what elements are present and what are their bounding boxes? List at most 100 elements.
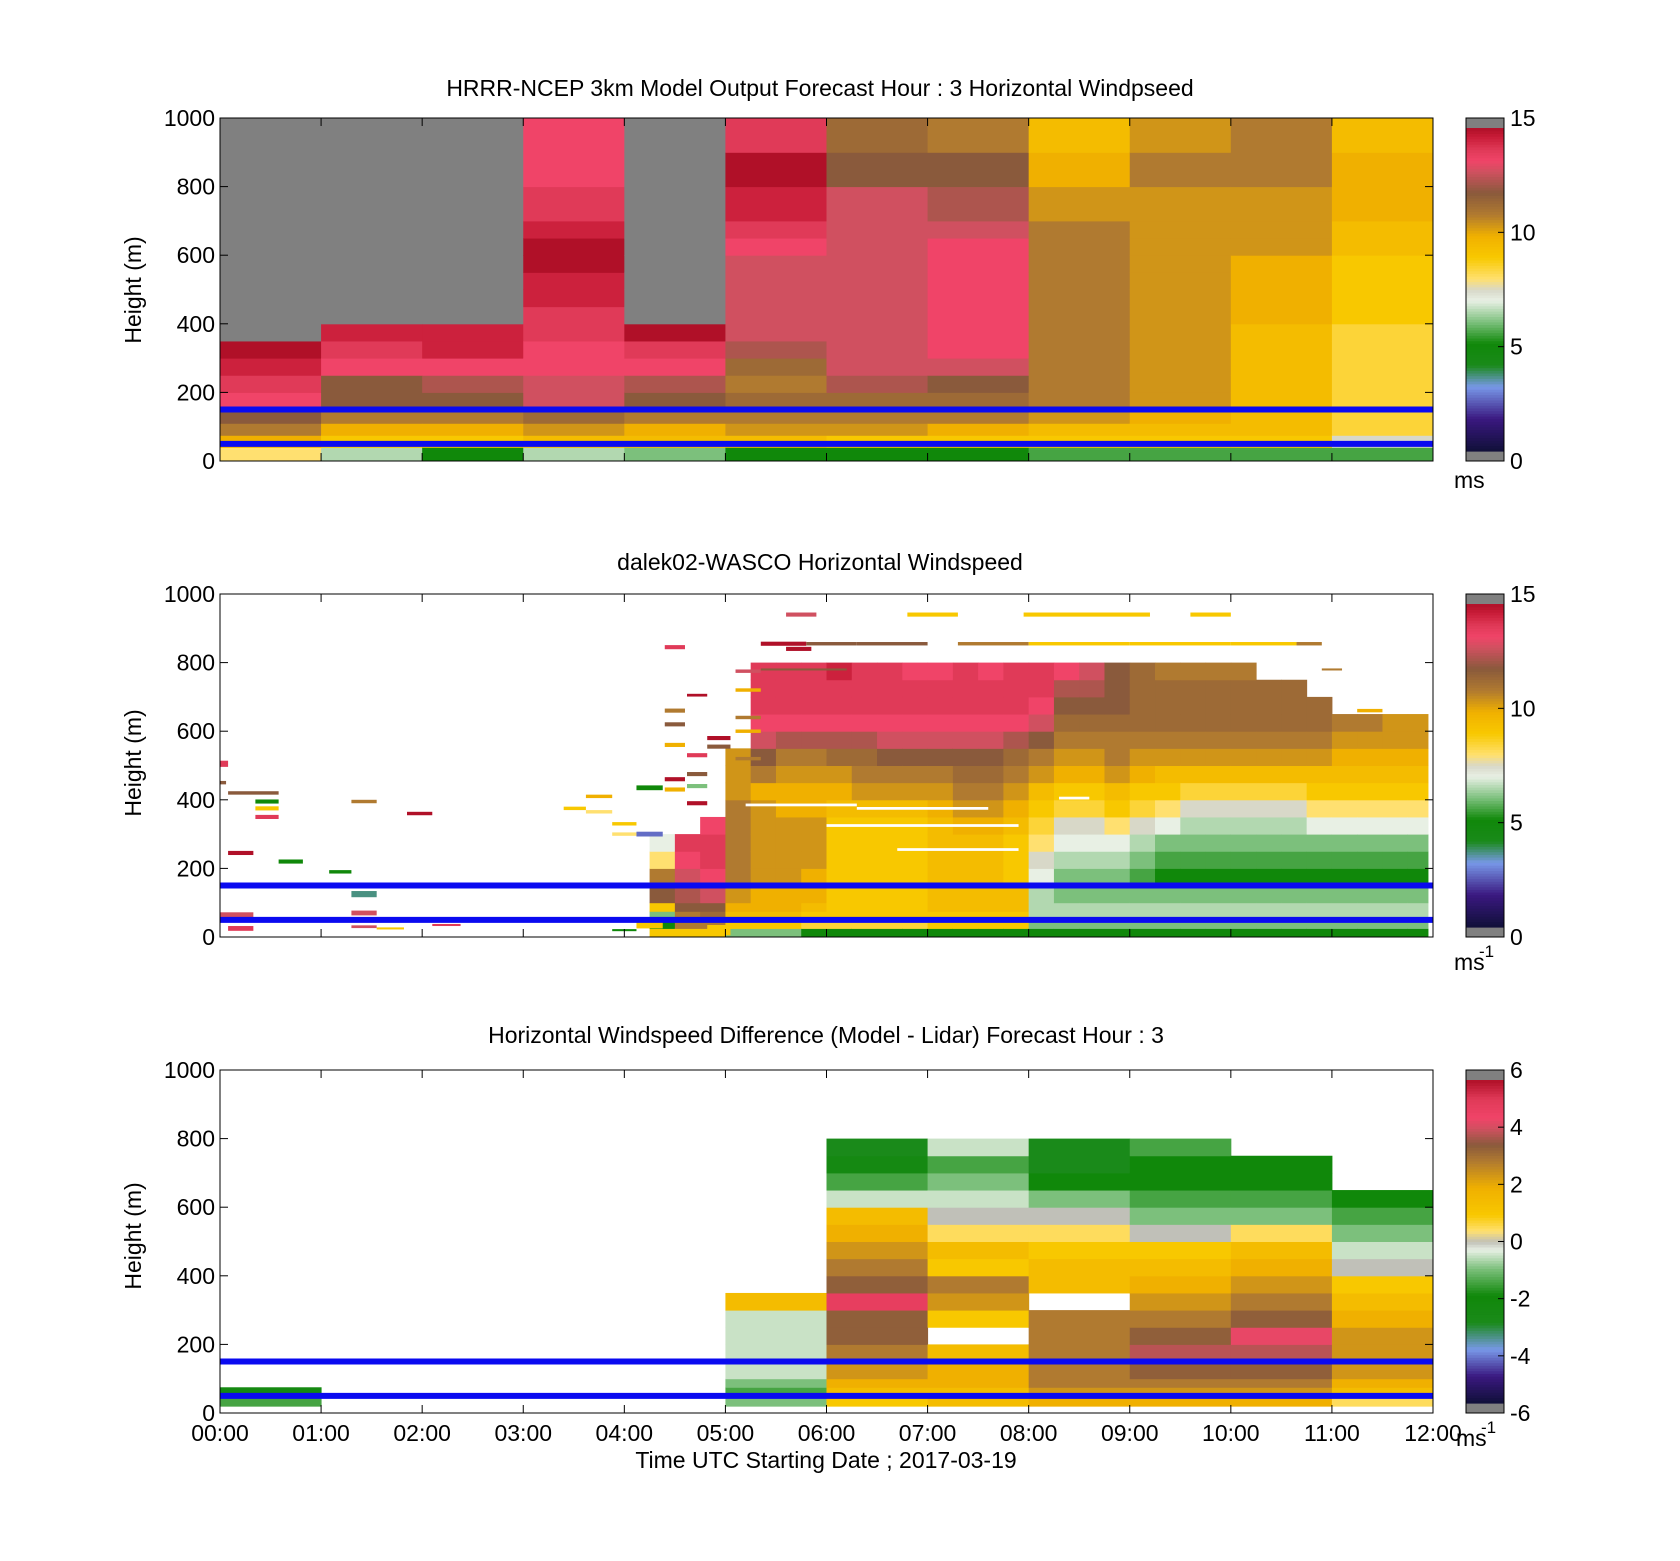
heatmap-cell xyxy=(1079,748,1105,766)
heatmap-cell xyxy=(750,885,777,904)
heatmap-cell xyxy=(1079,696,1105,715)
colorbar-swatch xyxy=(1466,1179,1504,1183)
heatmap-cell xyxy=(1155,919,1181,929)
heatmap-cell xyxy=(927,885,954,904)
heatmap-segment xyxy=(735,756,761,761)
heatmap-segment xyxy=(1023,612,1150,617)
heatmap-cell xyxy=(321,272,423,290)
colorbar-swatch xyxy=(1466,273,1504,277)
heatmap-cell xyxy=(1205,696,1232,715)
y-tick-label: 1000 xyxy=(164,1057,215,1083)
heatmap-cell xyxy=(1053,714,1080,732)
heatmap-cell xyxy=(220,1387,322,1397)
heatmap-cell xyxy=(725,1344,827,1363)
heatmap-cell xyxy=(851,748,878,766)
heatmap-cell xyxy=(725,447,827,461)
colorbar-swatch xyxy=(1466,1184,1504,1189)
colorbar-swatch xyxy=(1466,1346,1504,1350)
colorbar-swatch xyxy=(1466,875,1504,880)
colorbar-swatch xyxy=(1466,1400,1504,1404)
heatmap-cell xyxy=(1028,1172,1131,1191)
heatmap-cell xyxy=(1281,714,1308,732)
heatmap-cell xyxy=(877,928,903,937)
heatmap-cell xyxy=(1028,1138,1131,1157)
colorbar-swatch xyxy=(1466,1219,1504,1224)
heatmap-cell xyxy=(1357,714,1383,732)
heatmap-cell xyxy=(1129,1172,1232,1191)
heatmap-cell xyxy=(826,392,929,411)
heatmap-cell xyxy=(927,289,1030,308)
heatmap-cell xyxy=(1331,765,1358,784)
heatmap-cell xyxy=(1407,928,1429,937)
colorbar-swatch xyxy=(1466,655,1504,659)
heatmap-cell xyxy=(1155,868,1181,887)
colorbar-swatch xyxy=(1466,246,1504,250)
colorbar-swatch xyxy=(1466,787,1504,791)
heatmap-cell xyxy=(1028,1378,1131,1388)
colorbar-swatch xyxy=(1466,144,1504,148)
heatmap-cell xyxy=(775,834,802,852)
colorbar-swatch xyxy=(1466,644,1504,648)
heatmap-cell xyxy=(1331,851,1358,869)
heatmap-cell xyxy=(220,220,322,239)
colorbar-swatch xyxy=(1466,827,1504,831)
heatmap-cell xyxy=(1155,748,1181,766)
colorbar-swatch xyxy=(1466,1166,1504,1170)
heatmap-cell xyxy=(1230,765,1257,784)
heatmap-cell xyxy=(927,696,954,715)
heatmap-segment xyxy=(1296,642,1322,646)
heatmap-cell xyxy=(1180,679,1207,698)
colorbar-swatch xyxy=(1466,399,1504,404)
colorbar-swatch xyxy=(1466,647,1504,651)
heatmap-cell xyxy=(851,731,878,749)
heatmap-cell xyxy=(750,919,777,929)
colorbar-swatch xyxy=(1466,378,1504,382)
heatmap-cell xyxy=(1281,679,1308,698)
heatmap-cell xyxy=(1079,868,1105,887)
heatmap-cell xyxy=(1331,375,1433,393)
heatmap-cell xyxy=(775,765,802,784)
heatmap-cell xyxy=(1003,679,1030,698)
heatmap-segment xyxy=(1331,715,1358,720)
colorbar-swatch xyxy=(1466,1263,1504,1267)
heatmap-cell xyxy=(1331,447,1433,461)
heatmap-segment xyxy=(1190,612,1231,617)
heatmap-cell xyxy=(624,358,726,376)
colorbar: -6 -4 -2 0 2 4 6 xyxy=(1465,1057,1531,1426)
colorbar-swatch xyxy=(1466,133,1504,137)
colorbar-swatch xyxy=(1466,808,1504,812)
heatmap-cell xyxy=(1129,186,1232,222)
heatmap-cell xyxy=(1129,868,1156,887)
heatmap-cell xyxy=(220,152,322,188)
heatmap-segment xyxy=(735,729,761,733)
heatmap-cell xyxy=(1331,186,1433,222)
heatmap-cell xyxy=(927,186,1030,222)
heatmap-cell xyxy=(1331,919,1358,929)
colorbar-swatch xyxy=(1466,211,1504,215)
heatmap-cell xyxy=(1205,834,1232,852)
colorbar-swatch xyxy=(1466,192,1504,196)
colorbar-swatch xyxy=(1466,1300,1504,1305)
colorbar-swatch xyxy=(1466,838,1504,842)
heatmap-cell xyxy=(775,919,802,929)
heatmap-cell xyxy=(1230,1241,1333,1260)
heatmap-cell xyxy=(1407,765,1429,784)
heatmap-cell xyxy=(826,1207,929,1225)
heatmap-cell xyxy=(1155,799,1181,818)
heatmap-cell xyxy=(1331,289,1433,308)
heatmap-cell xyxy=(1028,1310,1131,1328)
heatmap-cell xyxy=(1155,782,1181,801)
colorbar-swatch xyxy=(1466,862,1504,866)
colorbar-swatch xyxy=(1466,1093,1504,1097)
heatmap-cell xyxy=(1155,885,1181,904)
colorbar-swatch xyxy=(1466,692,1504,697)
heatmap-cell xyxy=(1104,696,1131,715)
colorbar-swatch xyxy=(1466,1139,1504,1143)
heatmap-cell xyxy=(851,902,878,912)
colorbar-swatch xyxy=(1466,200,1504,204)
heatmap-cell xyxy=(1180,851,1207,869)
colorbar-swatch xyxy=(1466,665,1504,670)
heatmap-cell xyxy=(1129,1241,1232,1260)
heatmap-cell xyxy=(927,423,1030,436)
heatmap-cell xyxy=(1129,1190,1232,1208)
